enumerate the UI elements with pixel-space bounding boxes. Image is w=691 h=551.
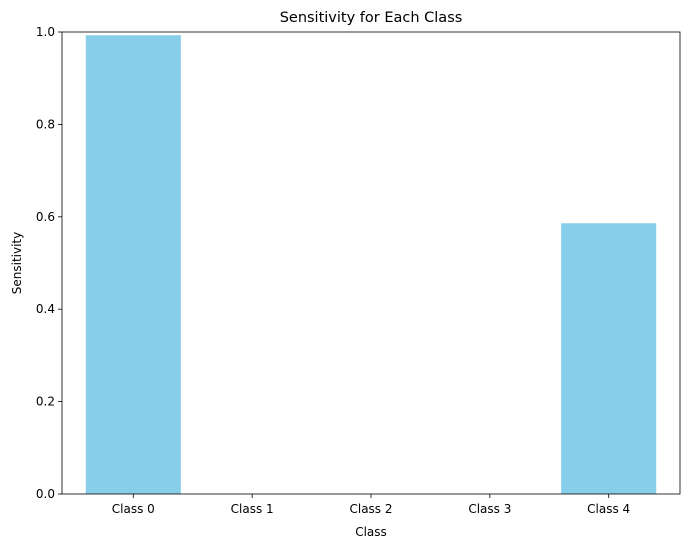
x-tick-label: Class 4	[587, 502, 630, 516]
y-tick-label: 0.6	[36, 210, 55, 224]
x-tick-label: Class 1	[231, 502, 274, 516]
x-axis-label: Class	[355, 525, 387, 539]
bar-class-0	[85, 35, 181, 494]
y-tick-label: 1.0	[36, 25, 55, 39]
plot-frame	[61, 31, 681, 495]
y-axis-ticks: 0.0 0.2 0.4 0.6 0.8 1.0	[36, 25, 62, 501]
x-axis-ticks: Class 0 Class 1 Class 2 Class 3 Class 4	[112, 494, 630, 516]
y-tick-label: 0.8	[36, 117, 55, 131]
chart-title: Sensitivity for Each Class	[280, 10, 463, 26]
y-tick-label: 0.4	[36, 302, 55, 316]
y-tick-label: 0.2	[36, 395, 55, 409]
x-tick-label: Class 0	[112, 502, 155, 516]
bars-layer	[85, 35, 657, 494]
bar-class-4	[561, 223, 657, 494]
x-tick-label: Class 3	[468, 502, 511, 516]
y-tick-label: 0.0	[36, 487, 55, 501]
x-tick-label: Class 2	[349, 502, 392, 516]
y-axis-label: Sensitivity	[10, 232, 24, 294]
